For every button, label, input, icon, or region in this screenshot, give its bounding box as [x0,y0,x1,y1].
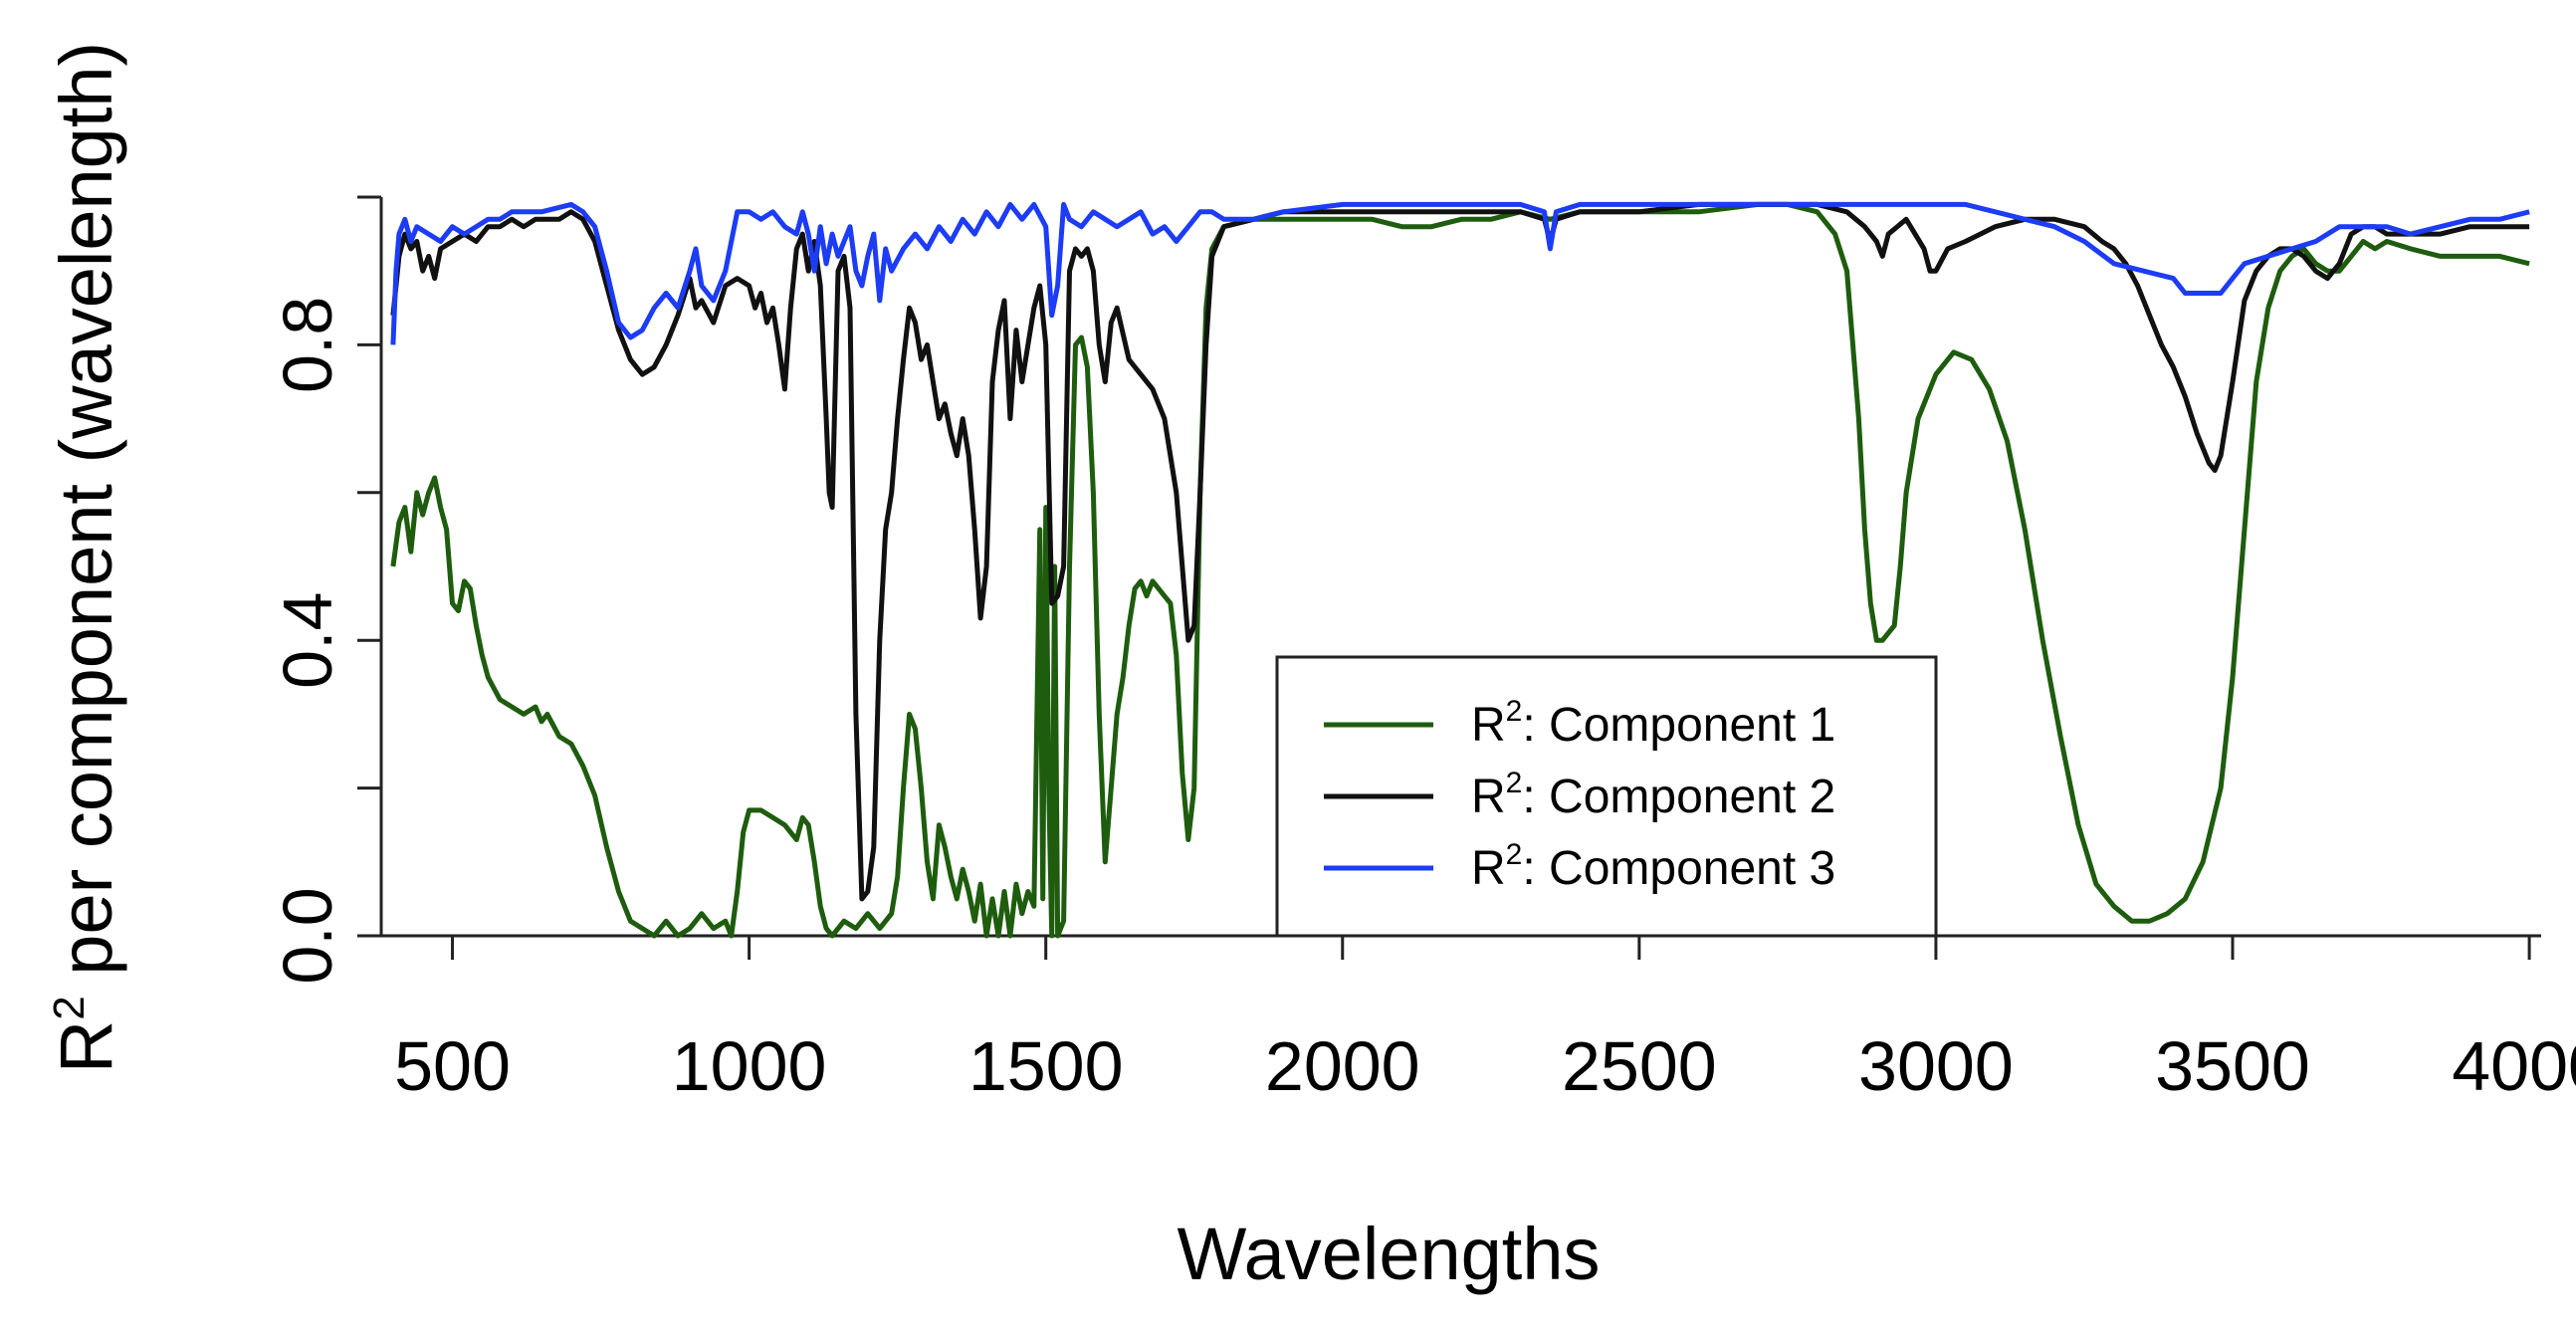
y-axis-title: R2 per component (wavelength) [45,42,127,1073]
y-tick-label: 0.4 [269,592,346,689]
x-tick-label: 500 [394,1027,511,1105]
legend: R2: Component 1 R2: Component 2 R2: Comp… [1275,655,1938,938]
x-tick-label: 3000 [1858,1027,2014,1105]
x-axis-title: Wavelengths [1177,1213,1600,1295]
x-tick-label: 1500 [968,1027,1124,1105]
legend-label-component-1: R2: Component 1 [1471,695,1835,752]
legend-label-component-3: R2: Component 3 [1471,838,1835,895]
x-tick-label: 3500 [2155,1027,2310,1105]
x-tick-label: 2000 [1265,1027,1420,1105]
y-tick-label: 0.0 [269,887,346,984]
legend-label-component-2: R2: Component 2 [1471,767,1835,823]
series-line-component-1 [390,201,2530,939]
series-layer [390,201,2530,939]
x-tick-label: 1000 [672,1027,827,1105]
x-tick-label: 2500 [1562,1027,1717,1105]
y-tick-label: 0.8 [269,297,346,393]
series-line-component-3 [390,201,2530,345]
